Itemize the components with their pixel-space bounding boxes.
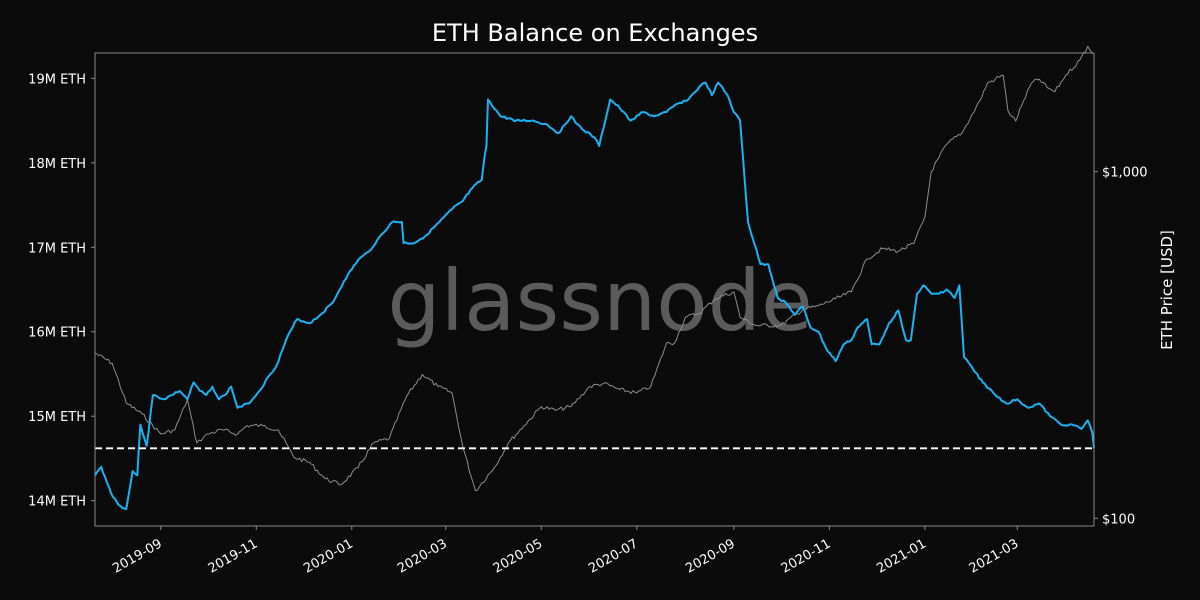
left-tick-label: 19M ETH (28, 72, 86, 87)
eth-balance-line (94, 81, 1095, 511)
plot-area (94, 45, 1095, 511)
left-tick-label: 15M ETH (28, 410, 86, 425)
right-tick-label: $100 (1102, 512, 1135, 527)
right-axis: $100 $1,000 (1094, 166, 1148, 527)
right-tick-label: $1,000 (1102, 166, 1148, 181)
eth-price-line (94, 45, 1093, 492)
left-tick-label: 14M ETH (28, 495, 86, 510)
watermark-layer: glassnode (387, 252, 812, 350)
chart-title: ETH Balance on Exchanges (432, 19, 758, 47)
left-tick-label: 18M ETH (28, 157, 86, 172)
plot-frame (94, 52, 1095, 527)
left-tick-label: 16M ETH (28, 326, 86, 341)
left-tick-label: 17M ETH (28, 241, 86, 256)
watermark-glassnode: glassnode (387, 252, 812, 350)
left-axis: 14M ETH 15M ETH 16M ETH 17M ETH 18M ETH 19M E… (28, 72, 95, 510)
right-axis-label: ETH Price [USD] (1158, 230, 1176, 350)
